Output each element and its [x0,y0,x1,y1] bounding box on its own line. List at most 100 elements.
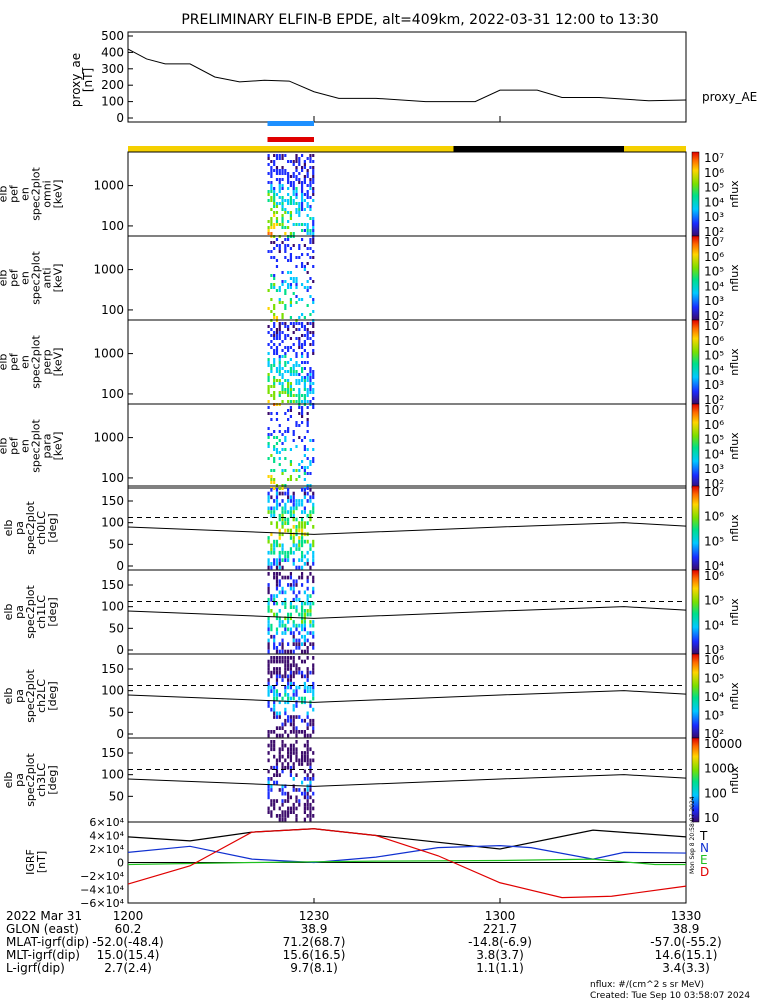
pitch-angle-cell [292,642,295,646]
pitch-angle-cell [287,495,290,500]
spectrogram-colorbar-tick: 10⁶ [704,166,724,180]
spectrogram-cell [298,388,301,391]
spectrogram-cell [275,211,279,214]
pitch-angle-cell [300,554,304,559]
pitch-angle-cell [284,667,287,671]
pitch-angle-cell [273,646,276,650]
spectrogram-cell [303,478,306,481]
spectrogram-cell [278,247,281,250]
pitch-angle-cell [289,572,293,576]
ephemeris-value: 15.0(15.4) [97,948,160,962]
pitch-angle-cell [281,754,284,759]
pitch-angle-cell [292,513,295,518]
spectrogram-cell [273,286,276,289]
spectrogram-cell [312,388,315,391]
spectrogram-cell [287,178,290,181]
pitch-angle-cell [284,550,287,555]
pitch-angle-cell [312,491,315,496]
spectrogram-cell [267,442,270,445]
spectrogram-cell [284,346,287,349]
pitch-angle-cell [284,765,287,770]
spectrogram-frame [127,151,687,237]
pitch-angle-cell [267,704,270,708]
spectrogram-y-label-line: [keV] [52,432,65,461]
spectrogram-cell [281,367,284,370]
pitch-angle-cell [300,730,304,734]
spectrogram-cell [273,322,276,325]
pitch-angle-cell [273,806,276,811]
pitch-angle-cell [289,510,293,514]
pitch-angle-cell [303,506,306,511]
spectrogram-cell [303,208,306,211]
pitch-angle-cell [289,586,293,591]
pitch-angle-cell [270,656,273,660]
pitch-angle-cell [284,784,287,789]
spectrogram-cell [275,328,279,331]
pitch-angle-cell [292,806,295,811]
spectrogram-cell [281,166,284,169]
pitch-angle-cell [306,550,309,555]
pitch-angle-cell [312,634,315,639]
pitch-angle-cell [289,605,293,609]
spectrogram-cell [309,322,312,325]
pitch-angle-cell [292,689,295,693]
ephemeris-value: 221.7 [483,922,517,936]
pitch-angle-cell [284,616,287,621]
pitch-angle-cell [289,550,293,555]
pitch-angle-cell [300,539,304,544]
pitch-angle-cell [278,609,281,613]
pitch-angle-colorbar-tick: 10⁶ [704,653,724,667]
spectrogram-cell [300,187,304,190]
pitch-angle-cell [292,536,295,540]
spectrogram-cell [309,400,312,403]
spectrogram-cell [284,352,287,355]
pitch-angle-cell [292,718,295,723]
pitch-angle-cell [312,543,315,548]
pitch-angle-cell [309,499,312,503]
spectrogram-colorbar-label: nflux [728,348,741,376]
spectrogram-cell [267,406,270,409]
spectrogram-cell [298,391,301,394]
spectrogram-cell [281,355,284,358]
spectrogram-cell [292,172,295,175]
pitch-angle-cell [306,722,309,727]
pitch-angle-cell [292,506,295,511]
pitch-angle-cell [306,558,309,562]
pitch-angle-cell [295,528,298,533]
pitch-angle-cell [303,689,306,693]
pitch-angle-cell [278,502,281,507]
pitch-angle-cell [295,532,298,537]
spectrogram-cell [287,244,290,247]
spectrogram-cell [275,238,279,241]
spectrogram-cell [289,247,293,250]
spectrogram-cell [273,226,276,229]
pitch-angle-cell [267,597,270,602]
spectrogram-cell [312,193,315,196]
pitch-angle-cell [275,631,279,635]
spectrogram-cell [306,430,309,433]
spectrogram-cell [292,400,295,403]
spectrogram-cell [281,487,284,490]
pitch-angle-cell [275,670,279,675]
spectrogram-y-tick-label: 1000 [93,179,124,193]
pitch-angle-cell [309,623,312,628]
pitch-angle-cell [270,594,273,598]
pitch-angle-cell [309,689,312,693]
pitch-angle-cell [306,656,309,660]
spectrogram-cell [289,406,293,409]
pitch-angle-cell [303,674,306,679]
spectrogram-cell [295,337,298,340]
igrf-y-tick-label: −6×10⁴ [80,897,124,910]
pitch-angle-cell [287,765,290,770]
ephemeris-value: 3.4(3.3) [662,961,710,975]
spectrogram-cell [278,355,281,358]
pitch-angle-colorbar-tick: 10⁶ [704,510,724,524]
spectrogram-cell [289,304,293,307]
pitch-angle-cell [267,769,270,774]
pitch-angle-cell [309,572,312,576]
pitch-angle-cell [287,616,290,621]
spectrogram-cell [273,256,276,259]
pitch-angle-cell [267,616,270,621]
spectrogram-cell [309,343,312,346]
pitch-angle-cell [298,543,301,548]
